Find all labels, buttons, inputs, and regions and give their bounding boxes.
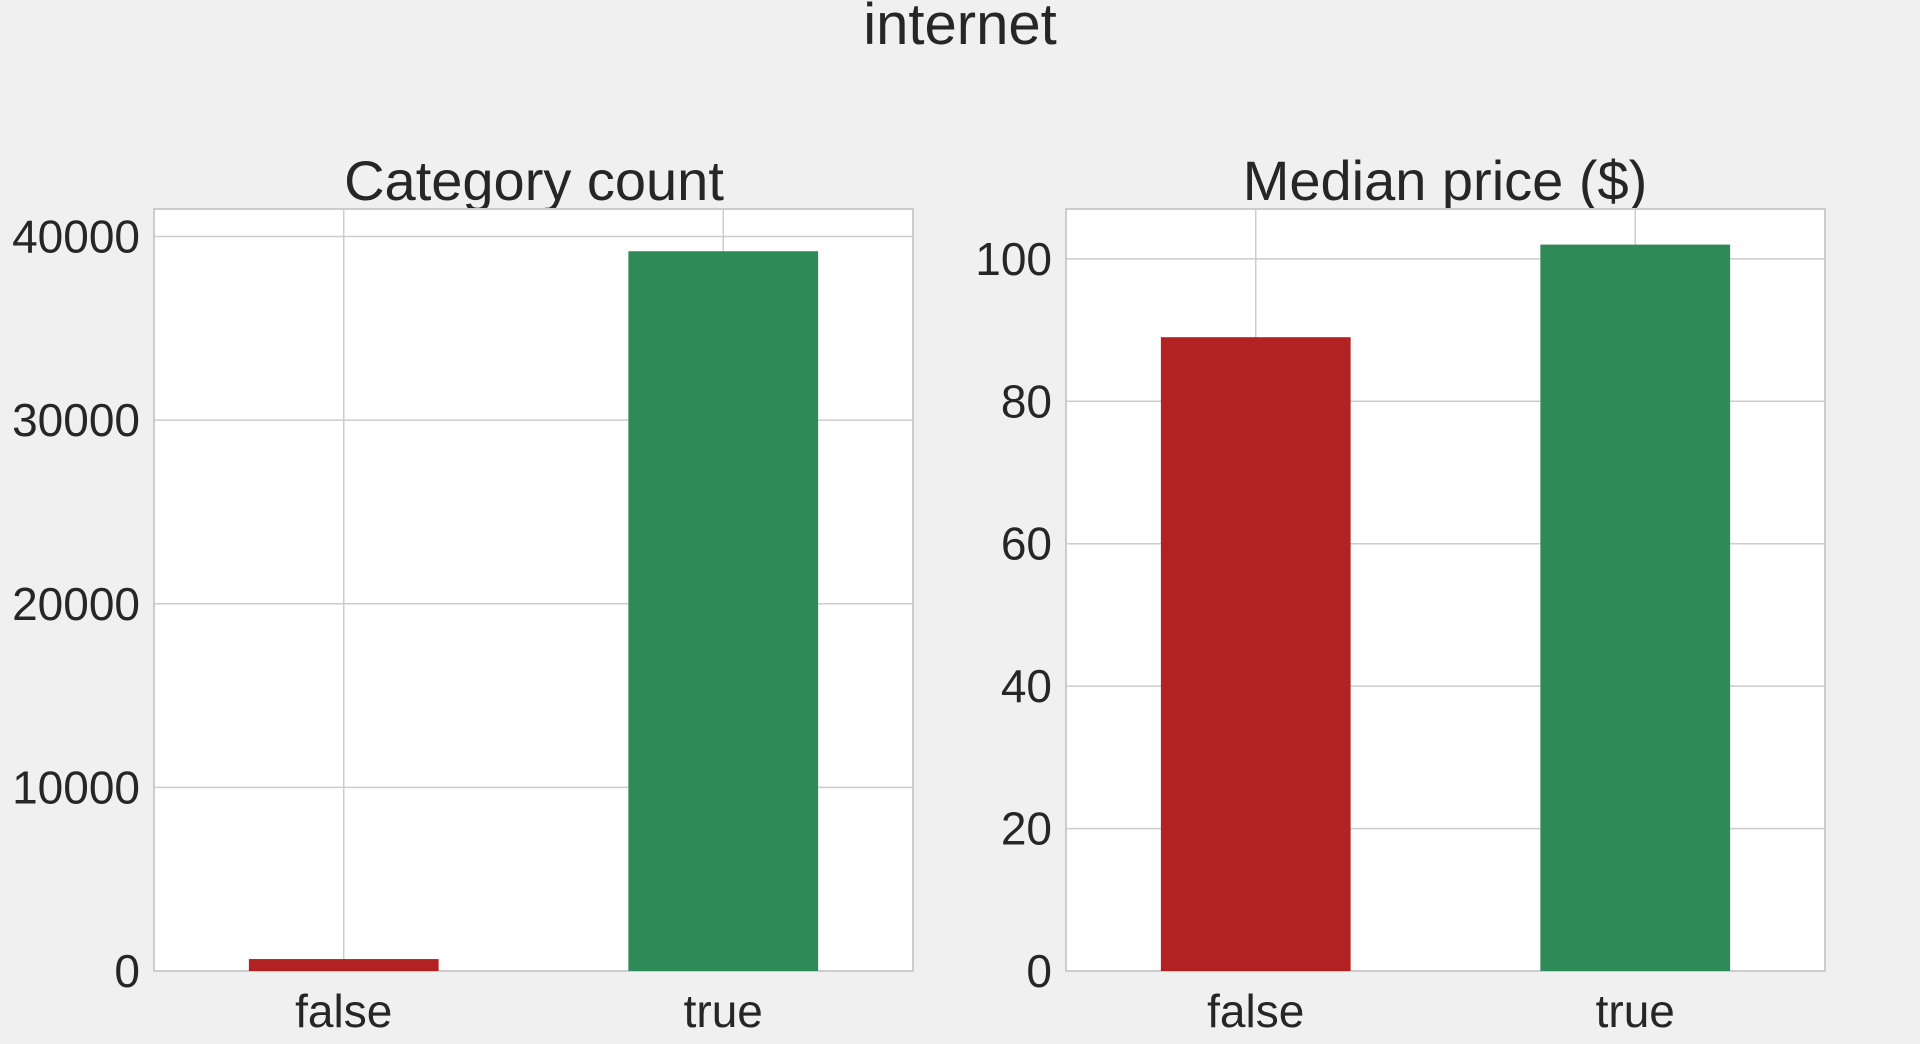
y-tick-label: 20 [1001,803,1052,855]
y-tick-label: 40 [1001,660,1052,712]
bars [248,251,819,971]
y-tick-label: 60 [1001,518,1052,570]
chart-title: Category count [344,149,724,212]
bar-false [248,959,439,971]
bars [1160,244,1731,972]
x-tick-label: false [295,985,392,1037]
chart-category-count: Category count 0 10000 20000 30000 40000 fal… [12,149,914,1037]
x-axis-ticks: false true [295,985,763,1037]
y-tick-label: 100 [975,233,1052,285]
y-tick-label: 30000 [12,394,140,446]
figure-title: internet [863,0,1056,57]
y-axis-ticks: 0 10000 20000 30000 40000 [12,211,140,997]
y-tick-label: 10000 [12,761,140,813]
bar-false [1160,337,1351,972]
chart-title: Median price ($) [1243,149,1648,212]
x-axis-ticks: false true [1207,985,1675,1037]
x-tick-label: false [1207,985,1304,1037]
bar-true [628,251,819,971]
x-tick-label: true [684,985,763,1037]
y-tick-label: 40000 [12,211,140,263]
y-axis-ticks: 0 20 40 60 80 100 [975,233,1052,997]
y-tick-label: 20000 [12,578,140,630]
y-tick-label: 80 [1001,375,1052,427]
chart-median-price: Median price ($) 0 20 40 60 80 100 false true [975,149,1826,1037]
y-tick-label: 0 [1026,945,1052,997]
x-tick-label: true [1596,985,1675,1037]
bar-true [1540,244,1731,971]
y-tick-label: 0 [114,945,140,997]
